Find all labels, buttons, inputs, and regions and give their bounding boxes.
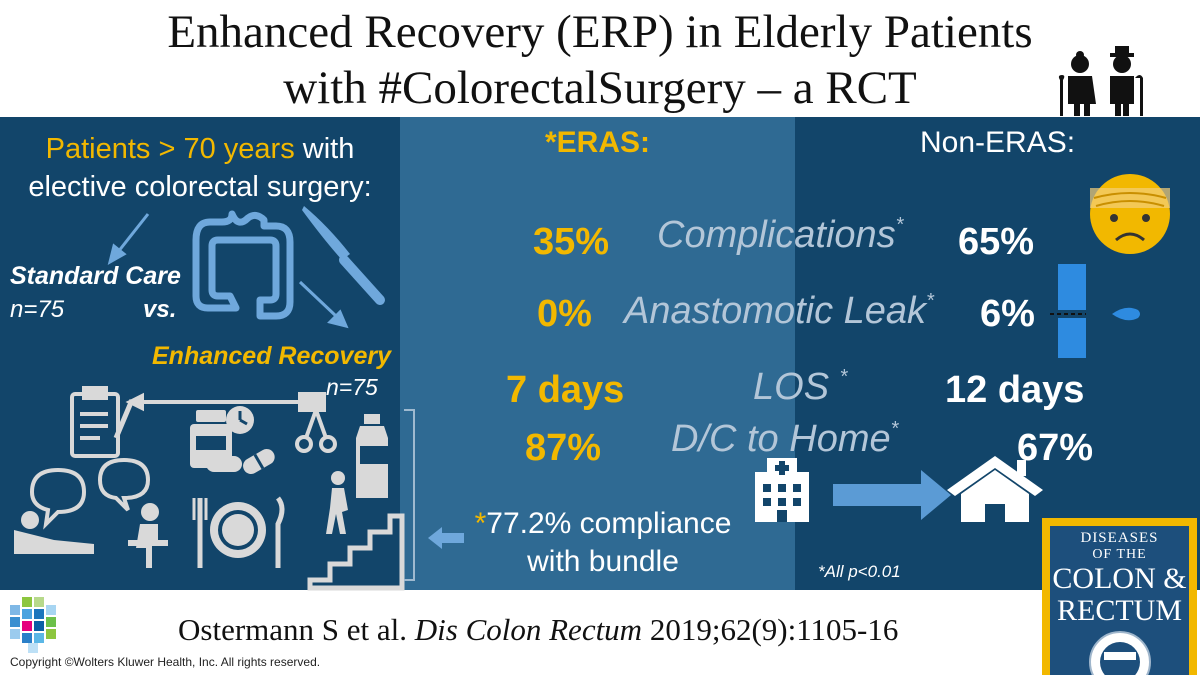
- dc-home-label: D/C to Home*: [671, 418, 898, 461]
- standard-care-n: n=75: [10, 296, 65, 323]
- dc-home-label-text: D/C to Home: [671, 418, 891, 460]
- capsule-icon: [206, 449, 275, 474]
- citation-authors: Ostermann S et al.: [178, 612, 415, 647]
- clock-icon: [226, 406, 254, 434]
- complications-label: Complications*: [657, 214, 903, 257]
- compliance-note: *77.2% compliance with bundle: [448, 505, 758, 581]
- compliance-line-1: 77.2% compliance: [486, 507, 732, 540]
- los-non-eras-value: 12 days: [945, 369, 1085, 411]
- p-value-note: *All p<0.01: [818, 562, 901, 581]
- arrow-to-enhanced-icon: [298, 280, 349, 329]
- complications-label-text: Complications: [657, 214, 896, 256]
- erp-bundle-graphics: [14, 386, 415, 591]
- plate-cutlery-icon: [192, 496, 285, 568]
- journal-seal-icon: [1089, 631, 1151, 675]
- dc-home-eras-value: 87%: [525, 427, 602, 469]
- journal-line-4: RECTUM: [1056, 594, 1182, 627]
- complications-non-eras-value: 65%: [958, 221, 1035, 263]
- versus-label: vs.: [143, 296, 177, 323]
- anastomotic-leak-label-text: Anastomotic Leak: [624, 290, 927, 332]
- citation: Ostermann S et al. Dis Colon Rectum 2019…: [178, 612, 898, 648]
- bracket-icon: [404, 409, 415, 581]
- cohort-graphics: [107, 206, 385, 329]
- cohort-line2: elective colorectal surgery:: [28, 171, 372, 203]
- title-line-1: Enhanced Recovery (ERP) in Elderly Patie…: [167, 6, 1033, 58]
- copyright-notice: Copyright ©Wolters Kluwer Health, Inc. A…: [10, 655, 321, 669]
- laparoscopic-instrument-icon: [125, 392, 337, 453]
- discharge-graphics: [755, 456, 1043, 522]
- citation-details: 2019;62(9):1105-16: [642, 612, 899, 647]
- anastomotic-leak-non-eras-value: 6%: [980, 293, 1035, 335]
- compliance-star: *: [474, 507, 487, 540]
- los-star: *: [839, 366, 848, 388]
- anastomotic-leak-eras-value: 0%: [537, 293, 592, 335]
- compliance-arrow-icon: [428, 527, 464, 549]
- complications-eras-value: 35%: [533, 221, 610, 263]
- standard-care-label: Standard Care: [10, 262, 181, 290]
- enhanced-recovery-n: n=75: [326, 374, 378, 400]
- home-icon: [947, 456, 1043, 522]
- journal-line-3: COLON &: [1052, 562, 1187, 595]
- elderly-couple-icon: [1058, 46, 1143, 116]
- cohort-highlight: Patients > 70 years: [45, 133, 295, 165]
- los-label-text: LOS: [753, 366, 830, 408]
- scalpel-icon: [302, 206, 385, 305]
- compliance-line-2: with bundle: [527, 545, 679, 578]
- non-eras-column-header: Non-ERAS:: [920, 126, 1076, 159]
- counseling-icon: [14, 457, 168, 568]
- walking-stairs-icon: [307, 471, 405, 591]
- cohort-line1-rest: with: [294, 133, 355, 165]
- dc-home-star: *: [890, 418, 899, 440]
- title-line-2: with #ColorectalSurgery – a RCT: [283, 62, 917, 114]
- journal-logo-inner: DISEASES OF THE COLON & RECTUM: [1050, 526, 1189, 675]
- eras-column-header: *ERAS:: [545, 126, 651, 159]
- journal-line-1: DISEASES: [1080, 530, 1159, 546]
- citation-journal: Dis Colon Rectum: [414, 612, 643, 647]
- leak-drop-icon: [1050, 264, 1140, 358]
- sad-face-bandage-icon: [1090, 174, 1170, 254]
- journal-logo: DISEASES OF THE COLON & RECTUM: [1042, 518, 1197, 675]
- wolters-kluwer-logo-icon: [10, 597, 56, 653]
- arrow-right-icon: [833, 470, 951, 520]
- non-eras-graphics: [1050, 174, 1170, 358]
- colon-icon: [192, 210, 294, 320]
- journal-line-2: OF THE: [1092, 547, 1147, 562]
- arrow-to-standard-icon: [107, 213, 150, 266]
- anastomotic-leak-label: Anastomotic Leak*: [624, 290, 934, 333]
- cohort-description: Patients > 70 years with elective colore…: [0, 130, 400, 206]
- anastomotic-leak-star: *: [926, 290, 934, 312]
- los-eras-value: 7 days: [506, 369, 625, 411]
- complications-star: *: [895, 214, 904, 236]
- eras-column-band: [400, 117, 795, 590]
- dc-home-non-eras-value: 67%: [1017, 427, 1094, 469]
- clipboard-icon: [70, 386, 135, 458]
- drink-bottle-icon: [356, 414, 388, 498]
- page-title: Enhanced Recovery (ERP) in Elderly Patie…: [0, 4, 1200, 116]
- enhanced-recovery-label: Enhanced Recovery: [152, 342, 391, 370]
- los-label: LOS *: [753, 366, 847, 409]
- hospital-icon: [755, 458, 809, 522]
